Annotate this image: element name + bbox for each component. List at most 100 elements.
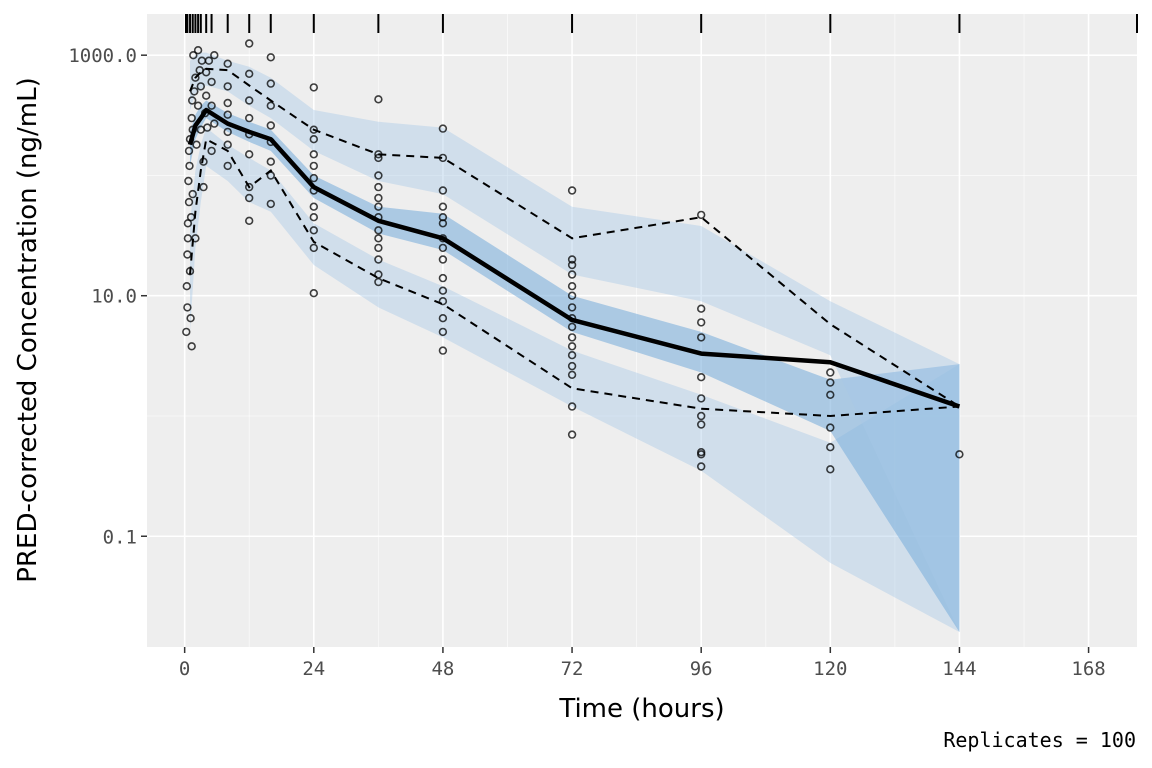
observed-point (374, 202, 383, 211)
observed-point (309, 213, 318, 222)
observed-point (207, 77, 216, 87)
observed-point (309, 150, 318, 159)
observed-point (567, 370, 577, 379)
observed-point (193, 101, 203, 110)
observed-point (223, 59, 232, 68)
observed-point (567, 322, 577, 332)
x-tick-label: 0 (179, 658, 190, 680)
observed-point (826, 390, 835, 399)
observed-point (438, 219, 448, 228)
observed-point (183, 303, 192, 312)
observed-point (245, 182, 254, 192)
observed-point (210, 50, 219, 60)
x-tick-label: 168 (1071, 658, 1105, 680)
y-axis-title: PRED-corrected Concentration (ng/mL) (13, 77, 43, 582)
observed-point (245, 69, 254, 79)
observed-point (826, 368, 835, 377)
observed-point (199, 182, 208, 192)
observed-point (185, 161, 194, 171)
y-tick-label: 10.0 (91, 286, 137, 308)
x-tick-label: 144 (942, 658, 976, 680)
observed-point (374, 243, 383, 253)
observed-point (184, 176, 193, 186)
observed-point (567, 186, 577, 195)
observed-point (567, 361, 577, 371)
observed-point (309, 226, 318, 235)
observed-point (696, 450, 706, 459)
observed-point (567, 291, 577, 300)
observed-point (266, 101, 275, 110)
observed-point (696, 462, 706, 471)
line-observed-p5 (189, 137, 960, 418)
observed-point (374, 234, 383, 243)
observed-point (266, 53, 275, 62)
observed-point (309, 135, 318, 144)
y-tick-label: 1000.0 (68, 45, 137, 67)
observed-point (187, 113, 196, 123)
x-axis: 0 24 48 72 96 120 144 168 (179, 647, 1106, 680)
observed-point (696, 304, 706, 313)
observed-point (374, 182, 383, 192)
observed-point (567, 255, 577, 264)
observed-point (189, 50, 198, 60)
observed-point (184, 197, 194, 207)
observed-point (374, 226, 383, 235)
observed-point (438, 243, 448, 253)
observed-point (309, 83, 318, 92)
observed-point (696, 394, 706, 403)
observed-point (438, 346, 448, 355)
y-axis: 0.1 10.0 1000.0 (68, 45, 147, 548)
observed-point (204, 56, 214, 65)
x-tick-label: 24 (302, 658, 325, 680)
observed-point (567, 342, 577, 351)
observed-point (223, 82, 232, 91)
observed-point (567, 351, 577, 360)
x-tick-label: 120 (813, 658, 847, 680)
observed-point (438, 314, 448, 323)
observed-point (374, 277, 383, 287)
observed-point (567, 282, 577, 291)
observed-point (191, 73, 200, 82)
observed-point (696, 411, 706, 421)
line-observed-median (187, 107, 961, 409)
line-observed-p95 (189, 67, 960, 408)
observed-point (696, 420, 706, 429)
observed-point (826, 378, 835, 387)
observed-point (696, 318, 706, 327)
observed-point (223, 127, 232, 137)
band-pi-p5 (190, 127, 960, 632)
observed-point (266, 199, 275, 209)
observed-point (567, 303, 577, 312)
observed-point (374, 95, 383, 104)
band-pi-median (190, 100, 960, 632)
observed-point (309, 243, 318, 253)
observed-point (309, 125, 318, 134)
observed-point (207, 146, 216, 156)
observed-point (438, 124, 448, 133)
observed-point (191, 234, 200, 243)
observed-point (438, 286, 448, 295)
observed-point (955, 450, 964, 459)
x-tick-label: 96 (690, 658, 713, 680)
observed-point (567, 260, 577, 270)
observed-point (438, 186, 448, 195)
observed-point (210, 119, 219, 128)
observed-point (826, 443, 835, 452)
observed-point (438, 273, 448, 283)
observed-point (193, 45, 203, 55)
observed-point (223, 140, 232, 149)
observed-point (438, 297, 448, 306)
observed-point (187, 342, 196, 351)
observed-point (188, 96, 197, 105)
observed-point (567, 430, 577, 439)
observed-point (245, 193, 254, 203)
observed-point (567, 333, 577, 342)
observed-point (309, 173, 318, 183)
prediction-bands (190, 52, 960, 633)
observed-point (374, 171, 383, 180)
observed-point (567, 402, 577, 411)
observed-point (245, 150, 254, 159)
bin-rug (185, 14, 1138, 33)
observed-point (245, 39, 254, 48)
